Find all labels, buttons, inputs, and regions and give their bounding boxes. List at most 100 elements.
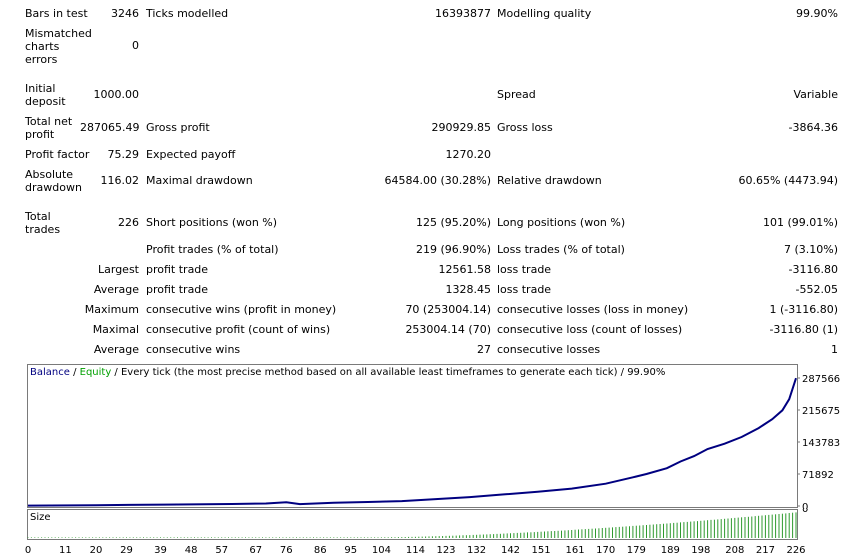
long-positions-value: 101 (99.01%) xyxy=(762,216,838,229)
x-tick-label: 217 xyxy=(756,545,775,556)
average-consecutive-prefix: Average xyxy=(93,343,139,356)
maximal-profit-label: consecutive profit (count of wins) xyxy=(146,323,331,336)
total-net-profit-label: Total net profit xyxy=(25,115,73,141)
size-label: Size xyxy=(30,512,51,523)
profit-factor-label: Profit factor xyxy=(25,148,90,161)
total-trades-value: 226 xyxy=(118,216,139,229)
ticks-modelled-label: Ticks modelled xyxy=(146,7,229,20)
maximum-profit-value: 70 (253004.14) xyxy=(405,303,491,316)
x-tick-label: 161 xyxy=(566,545,585,556)
y-tick-label: 287566 xyxy=(802,374,840,385)
x-tick-label: 151 xyxy=(532,545,551,556)
x-tick-label: 29 xyxy=(120,545,133,556)
expected-payoff-value: 1270.20 xyxy=(445,148,492,161)
gross-profit-label: Gross profit xyxy=(146,121,210,134)
y-tick-label: 0 xyxy=(802,502,808,509)
average-loss-value: -552.05 xyxy=(795,283,838,296)
average-prefix: Average xyxy=(93,283,139,296)
expected-payoff-label: Expected payoff xyxy=(146,148,236,161)
maximal-prefix: Maximal xyxy=(92,323,139,336)
spread-label: Spread xyxy=(497,88,536,101)
initial-deposit-value: 1000.00 xyxy=(93,88,140,101)
mismatched-errors-value: 0 xyxy=(132,39,139,52)
initial-deposit-label: Initial deposit xyxy=(25,82,66,108)
maximal-drawdown-label: Maximal drawdown xyxy=(146,174,253,187)
x-tick-label: 226 xyxy=(786,545,805,556)
x-tick-label: 104 xyxy=(372,545,391,556)
x-tick-label: 95 xyxy=(344,545,357,556)
x-tick-label: 39 xyxy=(154,545,167,556)
x-tick-label: 114 xyxy=(406,545,425,556)
gross-loss-label: Gross loss xyxy=(497,121,553,134)
total-trades-label: Total trades xyxy=(25,210,61,236)
maximal-loss-value: -3116.80 (1) xyxy=(769,323,838,336)
profit-trades-value: 219 (96.90%) xyxy=(415,243,491,256)
y-tick-label: 71892 xyxy=(802,470,834,481)
x-tick-label: 20 xyxy=(90,545,103,556)
chart-plot-frame xyxy=(27,364,798,508)
x-tick-label: 132 xyxy=(467,545,486,556)
legend-sep: / xyxy=(70,367,80,378)
size-zero-label: 0 xyxy=(802,509,808,515)
y-tick-label: 143783 xyxy=(802,438,840,449)
x-tick-label: 76 xyxy=(280,545,293,556)
chart-legend: Balance / Equity / Every tick (the most … xyxy=(30,367,665,378)
largest-profit-value: 12561.58 xyxy=(438,263,492,276)
largest-loss-label: loss trade xyxy=(497,263,552,276)
long-positions-label: Long positions (won %) xyxy=(497,216,626,229)
x-axis-ticks: 0 11 20 29 39 48 57 67 76 86 95 104 114 123 132 142 151 1… xyxy=(25,545,806,556)
maximum-prefix: Maximum xyxy=(84,303,139,316)
average-loss-label: loss trade xyxy=(497,283,552,296)
gross-loss-value: -3864.36 xyxy=(788,121,838,134)
y-axis-ticks: 287566 215675 143783 71892 0 xyxy=(797,374,840,509)
x-tick-label: 198 xyxy=(691,545,710,556)
x-tick-label: 0 xyxy=(25,545,31,556)
total-net-profit-value: 287065.49 xyxy=(80,121,140,134)
loss-trades-value: 7 (3.10%) xyxy=(783,243,838,256)
average-profit-value: 1328.45 xyxy=(445,283,492,296)
loss-trades-label: Loss trades (% of total) xyxy=(497,243,625,256)
maximal-profit-value: 253004.14 (70) xyxy=(405,323,491,336)
absolute-drawdown-label: Absolute drawdown xyxy=(25,168,82,194)
gross-profit-value: 290929.85 xyxy=(431,121,492,134)
spread-value: Variable xyxy=(793,88,838,101)
largest-prefix: Largest xyxy=(98,263,139,276)
maximal-drawdown-value: 64584.00 (30.28%) xyxy=(384,174,491,187)
largest-profit-label: profit trade xyxy=(146,263,209,276)
x-tick-label: 179 xyxy=(627,545,646,556)
x-tick-label: 170 xyxy=(596,545,615,556)
legend-balance: Balance xyxy=(30,367,70,378)
average-consecutive-loss-value: 1 xyxy=(831,343,838,356)
x-tick-label: 57 xyxy=(215,545,228,556)
ticks-modelled-value: 16393877 xyxy=(435,7,491,20)
maximum-loss-label: consecutive losses (loss in money) xyxy=(497,303,689,316)
modelling-quality-label: Modelling quality xyxy=(497,7,592,20)
profit-factor-value: 75.29 xyxy=(107,148,140,161)
x-axis: 0 11 20 29 39 48 57 67 76 86 95 104 114 123 132 142 151 1… xyxy=(25,545,806,556)
y-tick-label: 215675 xyxy=(802,406,840,417)
mismatched-errors-label: Mismatched charts errors xyxy=(25,27,92,66)
maximum-loss-value: 1 (-3116.80) xyxy=(769,303,838,316)
x-tick-label: 86 xyxy=(314,545,327,556)
bars-in-test-label: Bars in test xyxy=(25,7,88,20)
modelling-quality-value: 99.90% xyxy=(796,7,838,20)
average-profit-label: profit trade xyxy=(146,283,209,296)
balance-chart: Balance / Equity / Every tick (the most … xyxy=(27,364,840,509)
average-consecutive-profit-label: consecutive wins xyxy=(146,343,241,356)
maximum-profit-label: consecutive wins (profit in money) xyxy=(146,303,337,316)
size-panel: Size 0 xyxy=(27,509,808,540)
size-panel-frame xyxy=(27,509,798,540)
balance-line xyxy=(27,377,797,507)
bars-in-test-value: 3246 xyxy=(111,7,139,20)
x-tick-label: 67 xyxy=(249,545,262,556)
relative-drawdown-label: Relative drawdown xyxy=(497,174,602,187)
x-tick-label: 123 xyxy=(436,545,455,556)
largest-loss-value: -3116.80 xyxy=(788,263,838,276)
x-tick-label: 189 xyxy=(661,545,680,556)
short-positions-value: 125 (95.20%) xyxy=(415,216,491,229)
relative-drawdown-value: 60.65% (4473.94) xyxy=(738,174,838,187)
short-positions-label: Short positions (won %) xyxy=(146,216,278,229)
x-tick-label: 11 xyxy=(59,545,72,556)
legend-equity: Equity xyxy=(80,367,112,378)
x-tick-label: 48 xyxy=(185,545,198,556)
